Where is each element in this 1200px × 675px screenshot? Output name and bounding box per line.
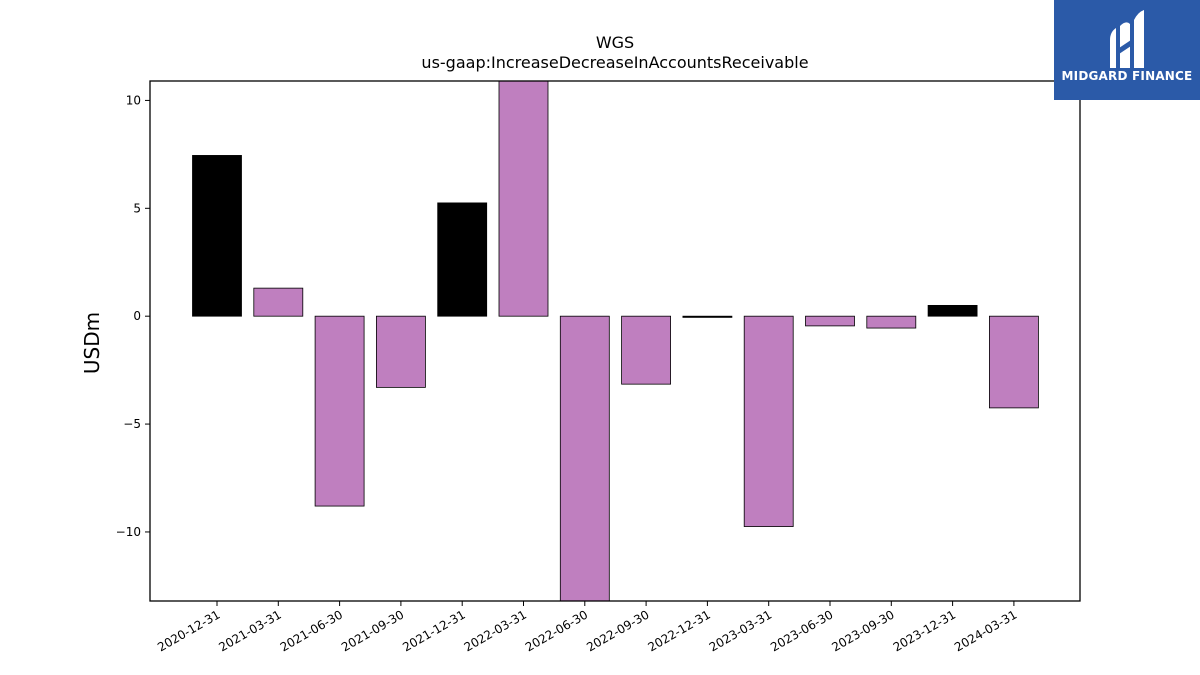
- x-tick-label: 2021-09-30: [339, 607, 406, 654]
- plot-frame: [149, 80, 1081, 602]
- y-tick-label: −5: [123, 417, 141, 431]
- bar-2021-09-30: [375, 315, 426, 388]
- x-tick-label: 2022-09-30: [584, 607, 651, 654]
- bar-2020-12-31: [192, 155, 242, 317]
- x-tick-label: 2023-09-30: [829, 607, 896, 654]
- x-tick-label: 2024-03-31: [952, 607, 1019, 654]
- x-tick-label: 2022-03-31: [462, 607, 529, 654]
- bar-2021-12-31: [437, 202, 488, 317]
- bar-2023-09-30: [866, 315, 917, 329]
- x-tick-label: 2022-06-30: [523, 607, 590, 654]
- x-tick-label: 2021-06-30: [278, 607, 345, 654]
- bar-2023-12-31: [927, 304, 978, 317]
- chart-subtitle: us-gaap:IncreaseDecreaseInAccountsReceiv…: [421, 53, 808, 72]
- bar-2023-06-30: [805, 315, 855, 327]
- y-tick-label: 10: [126, 93, 141, 107]
- logo-text: MIDGARD FINANCE: [1061, 69, 1193, 83]
- y-tick-label: 5: [133, 201, 141, 215]
- x-tick-label: 2022-12-31: [645, 607, 712, 654]
- y-ticks: 10 5 0 −5 −10: [116, 93, 150, 539]
- chart-title: WGS: [596, 33, 634, 52]
- x-tick-label: 2021-12-31: [400, 607, 467, 654]
- bar-2023-03-31: [743, 315, 794, 527]
- bar-2022-09-30: [621, 315, 671, 385]
- x-tick-label: 2023-06-30: [768, 607, 835, 654]
- bar-2022-03-31: [498, 80, 549, 317]
- x-tick-label: 2021-03-31: [216, 607, 283, 654]
- y-tick-label: 0: [133, 309, 141, 323]
- bar-2022-12-31: [682, 315, 733, 318]
- bar-2022-06-30: [559, 315, 610, 602]
- y-tick-label: −10: [116, 525, 141, 539]
- x-ticks: 2020-12-312021-03-312021-06-302021-09-30…: [155, 601, 1019, 654]
- bar-2021-06-30: [314, 315, 365, 507]
- x-tick-label: 2020-12-31: [155, 607, 222, 654]
- bars-layer: [192, 80, 1039, 602]
- brand-logo: MIDGARD FINANCE: [1054, 0, 1200, 100]
- bar-2021-03-31: [253, 287, 304, 317]
- y-axis-label: USDm: [80, 312, 104, 374]
- x-tick-label: 2023-03-31: [707, 607, 774, 654]
- bar-2024-03-31: [989, 315, 1039, 409]
- midgard-logo-icon: [1110, 10, 1144, 68]
- x-tick-label: 2023-12-31: [891, 607, 958, 654]
